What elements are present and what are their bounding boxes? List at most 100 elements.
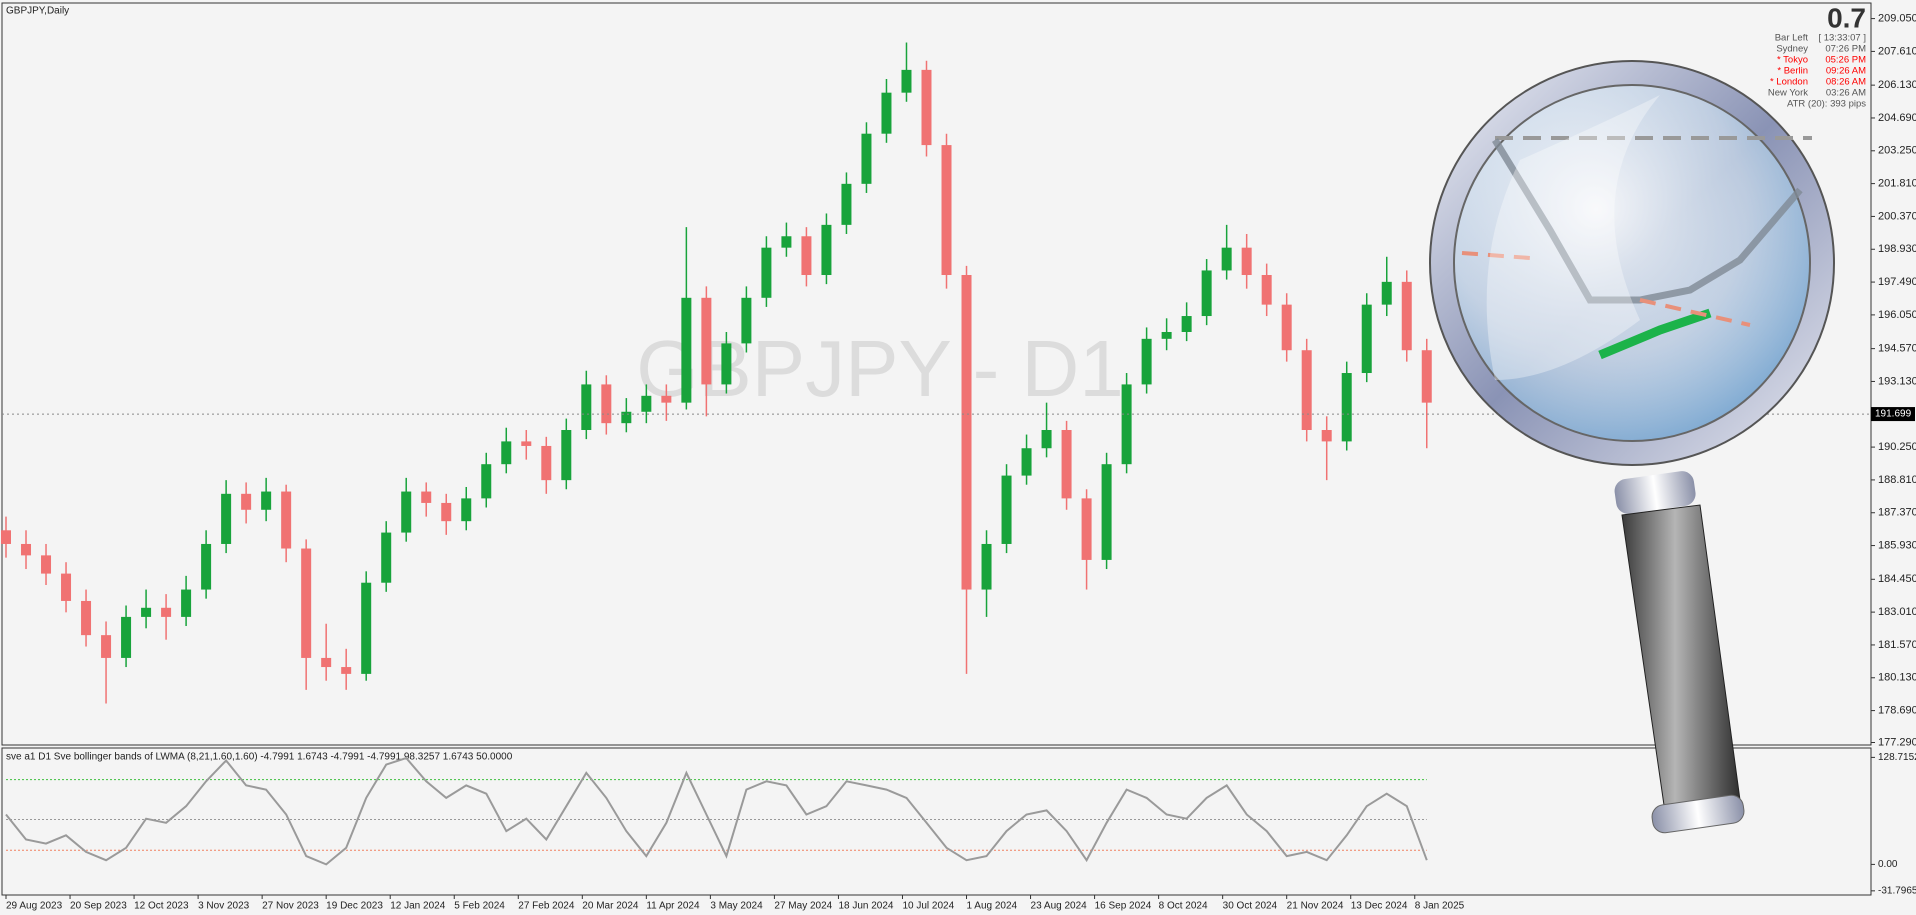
- y-tick-label: 184.450: [1878, 573, 1916, 585]
- x-tick-label: 27 May 2024: [774, 901, 832, 912]
- info-label: New York: [1768, 88, 1808, 99]
- x-tick-label: 1 Aug 2024: [967, 901, 1018, 912]
- candle-body: [101, 635, 112, 658]
- candle-body: [201, 543, 212, 590]
- y-tick-label: 181.570: [1878, 639, 1916, 651]
- y-tick-label: 178.690: [1878, 704, 1916, 716]
- candle-body: [1181, 316, 1192, 332]
- candle-body: [461, 498, 472, 522]
- candle-body: [601, 384, 612, 424]
- candle-body: [861, 133, 872, 184]
- x-tick-label: 19 Dec 2023: [326, 901, 383, 912]
- candle-body: [141, 607, 152, 617]
- candle-body: [1241, 247, 1252, 276]
- candle-body: [1001, 475, 1012, 544]
- candle-body: [621, 411, 632, 424]
- candle-body: [1381, 281, 1392, 305]
- y-tick-label: 194.570: [1878, 343, 1916, 355]
- y-tick-label: 177.290: [1878, 736, 1916, 748]
- indicator-title: sve a1 D1 Sve bollinger bands of LWMA (8…: [6, 752, 513, 763]
- candle-body: [1281, 304, 1292, 351]
- y-tick-label: 193.130: [1878, 375, 1916, 387]
- info-value: [ 13:33:07 ]: [1818, 33, 1866, 44]
- y-tick-label: 207.610: [1878, 45, 1916, 57]
- last-price-label: 191.699: [1875, 409, 1912, 420]
- x-tick-label: 23 Aug 2024: [1031, 901, 1088, 912]
- chart-title: GBPJPY,Daily: [6, 6, 69, 17]
- info-label: Sydney: [1776, 44, 1808, 55]
- x-tick-label: 27 Feb 2024: [518, 901, 575, 912]
- candle-body: [821, 224, 832, 276]
- candle-body: [481, 464, 492, 499]
- y-tick-label: 185.930: [1878, 539, 1916, 551]
- candle-body: [521, 441, 532, 446]
- x-tick-label: 12 Jan 2024: [390, 901, 445, 912]
- y-tick-label: 206.130: [1878, 79, 1916, 91]
- candle-body: [261, 491, 272, 510]
- candle-body: [1041, 430, 1052, 449]
- candle-body: [741, 297, 752, 344]
- candle-body: [401, 491, 412, 533]
- info-label: * Tokyo: [1777, 55, 1808, 66]
- candle-body: [181, 589, 192, 617]
- candle-body: [1301, 350, 1312, 431]
- x-tick-label: 30 Oct 2024: [1223, 901, 1278, 912]
- indicator-line: [5, 756, 1428, 866]
- candle-body: [361, 582, 372, 674]
- candle-body: [721, 343, 732, 385]
- candle-body: [541, 445, 552, 481]
- y-tick-label: 197.490: [1878, 276, 1916, 288]
- info-label: ATR (20): 393 pips: [1787, 99, 1866, 110]
- candle-body: [1021, 448, 1032, 476]
- candle-body: [341, 667, 352, 674]
- info-value: 03:26 AM: [1826, 88, 1866, 99]
- watermark: GBPJPY - D1: [636, 324, 1124, 413]
- y-tick-label: 0.00: [1878, 859, 1898, 870]
- indicator-panel: [1, 747, 1872, 896]
- info-value: 07:26 PM: [1825, 44, 1866, 55]
- candle-body: [501, 441, 512, 465]
- candle-body: [1, 530, 12, 544]
- candle-body: [841, 183, 852, 225]
- y-tick-label: 200.370: [1878, 210, 1916, 222]
- last-price-box: [1871, 407, 1915, 422]
- candle-body: [581, 384, 592, 431]
- y-tick-label: 188.810: [1878, 474, 1916, 486]
- y-tick-label: 128.7152: [1878, 752, 1916, 763]
- y-tick-label: 204.690: [1878, 112, 1916, 124]
- candle-body: [1081, 498, 1092, 560]
- candle-body: [1101, 464, 1112, 560]
- candle-body: [1321, 430, 1332, 442]
- marks: 209.050 207.610 206.130 204.690 203.250 201.8…: [1, 12, 1916, 912]
- candle-body: [1361, 304, 1372, 374]
- candle-body: [281, 491, 292, 549]
- info-value: 09:26 AM: [1826, 66, 1866, 77]
- candle-body: [981, 543, 992, 590]
- candle-body: [1061, 430, 1072, 499]
- y-tick-label: 196.050: [1878, 309, 1916, 321]
- candle-body: [81, 600, 92, 636]
- info-label: * Berlin: [1777, 66, 1808, 77]
- candle-body: [1421, 350, 1432, 403]
- info-label: Bar Left: [1775, 33, 1809, 44]
- x-tick-label: 5 Feb 2024: [454, 901, 505, 912]
- info-value: 08:26 AM: [1826, 77, 1866, 88]
- x-tick-label: 18 Jun 2024: [838, 901, 893, 912]
- x-tick-label: 13 Dec 2024: [1351, 901, 1408, 912]
- x-tick-label: 10 Jul 2024: [902, 901, 954, 912]
- candle-body: [1221, 247, 1232, 271]
- candle-body: [21, 543, 32, 556]
- magnifier-icon: [1429, 60, 1835, 834]
- spread-value: 0.7: [1827, 2, 1866, 33]
- y-tick-label: -31.7965: [1878, 885, 1916, 896]
- candle-body: [121, 616, 132, 658]
- x-tick-label: 20 Mar 2024: [582, 901, 639, 912]
- info-label: * London: [1770, 77, 1808, 88]
- y-tick-label: 183.010: [1878, 606, 1916, 618]
- candle-body: [681, 297, 692, 403]
- candle-body: [1401, 281, 1412, 351]
- candle-body: [1341, 373, 1352, 442]
- x-tick-label: 11 Apr 2024: [646, 901, 700, 912]
